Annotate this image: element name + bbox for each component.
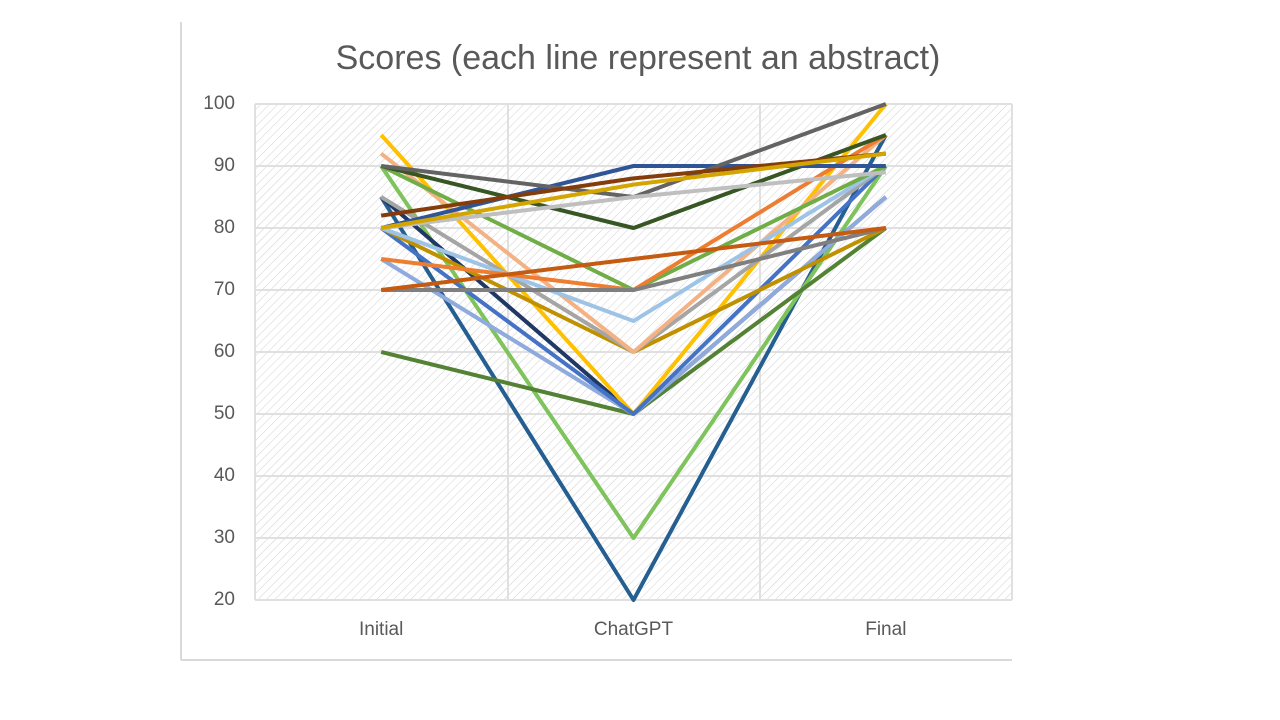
y-tick-label: 60 [214, 341, 235, 362]
chart-title: Scores (each line represent an abstract) [336, 39, 941, 77]
series-line [380, 151, 887, 230]
series-line [380, 151, 887, 218]
series-line [381, 226, 887, 292]
x-tick-label: Initial [359, 619, 403, 640]
x-tick-label: Final [865, 619, 906, 640]
series-line [380, 226, 887, 292]
y-tick-label: 40 [214, 465, 235, 486]
y-tick-label: 30 [214, 527, 235, 548]
y-tick-label: 70 [214, 279, 235, 300]
y-tick-label: 80 [214, 217, 235, 238]
y-tick-label: 20 [214, 589, 235, 610]
series-line [380, 164, 887, 323]
y-tick-label: 50 [214, 403, 235, 424]
x-tick-label: ChatGPT [594, 619, 674, 640]
series-line [380, 164, 886, 230]
series-line [380, 170, 887, 230]
y-tick-label: 90 [214, 155, 235, 176]
y-tick-label: 100 [203, 93, 235, 114]
